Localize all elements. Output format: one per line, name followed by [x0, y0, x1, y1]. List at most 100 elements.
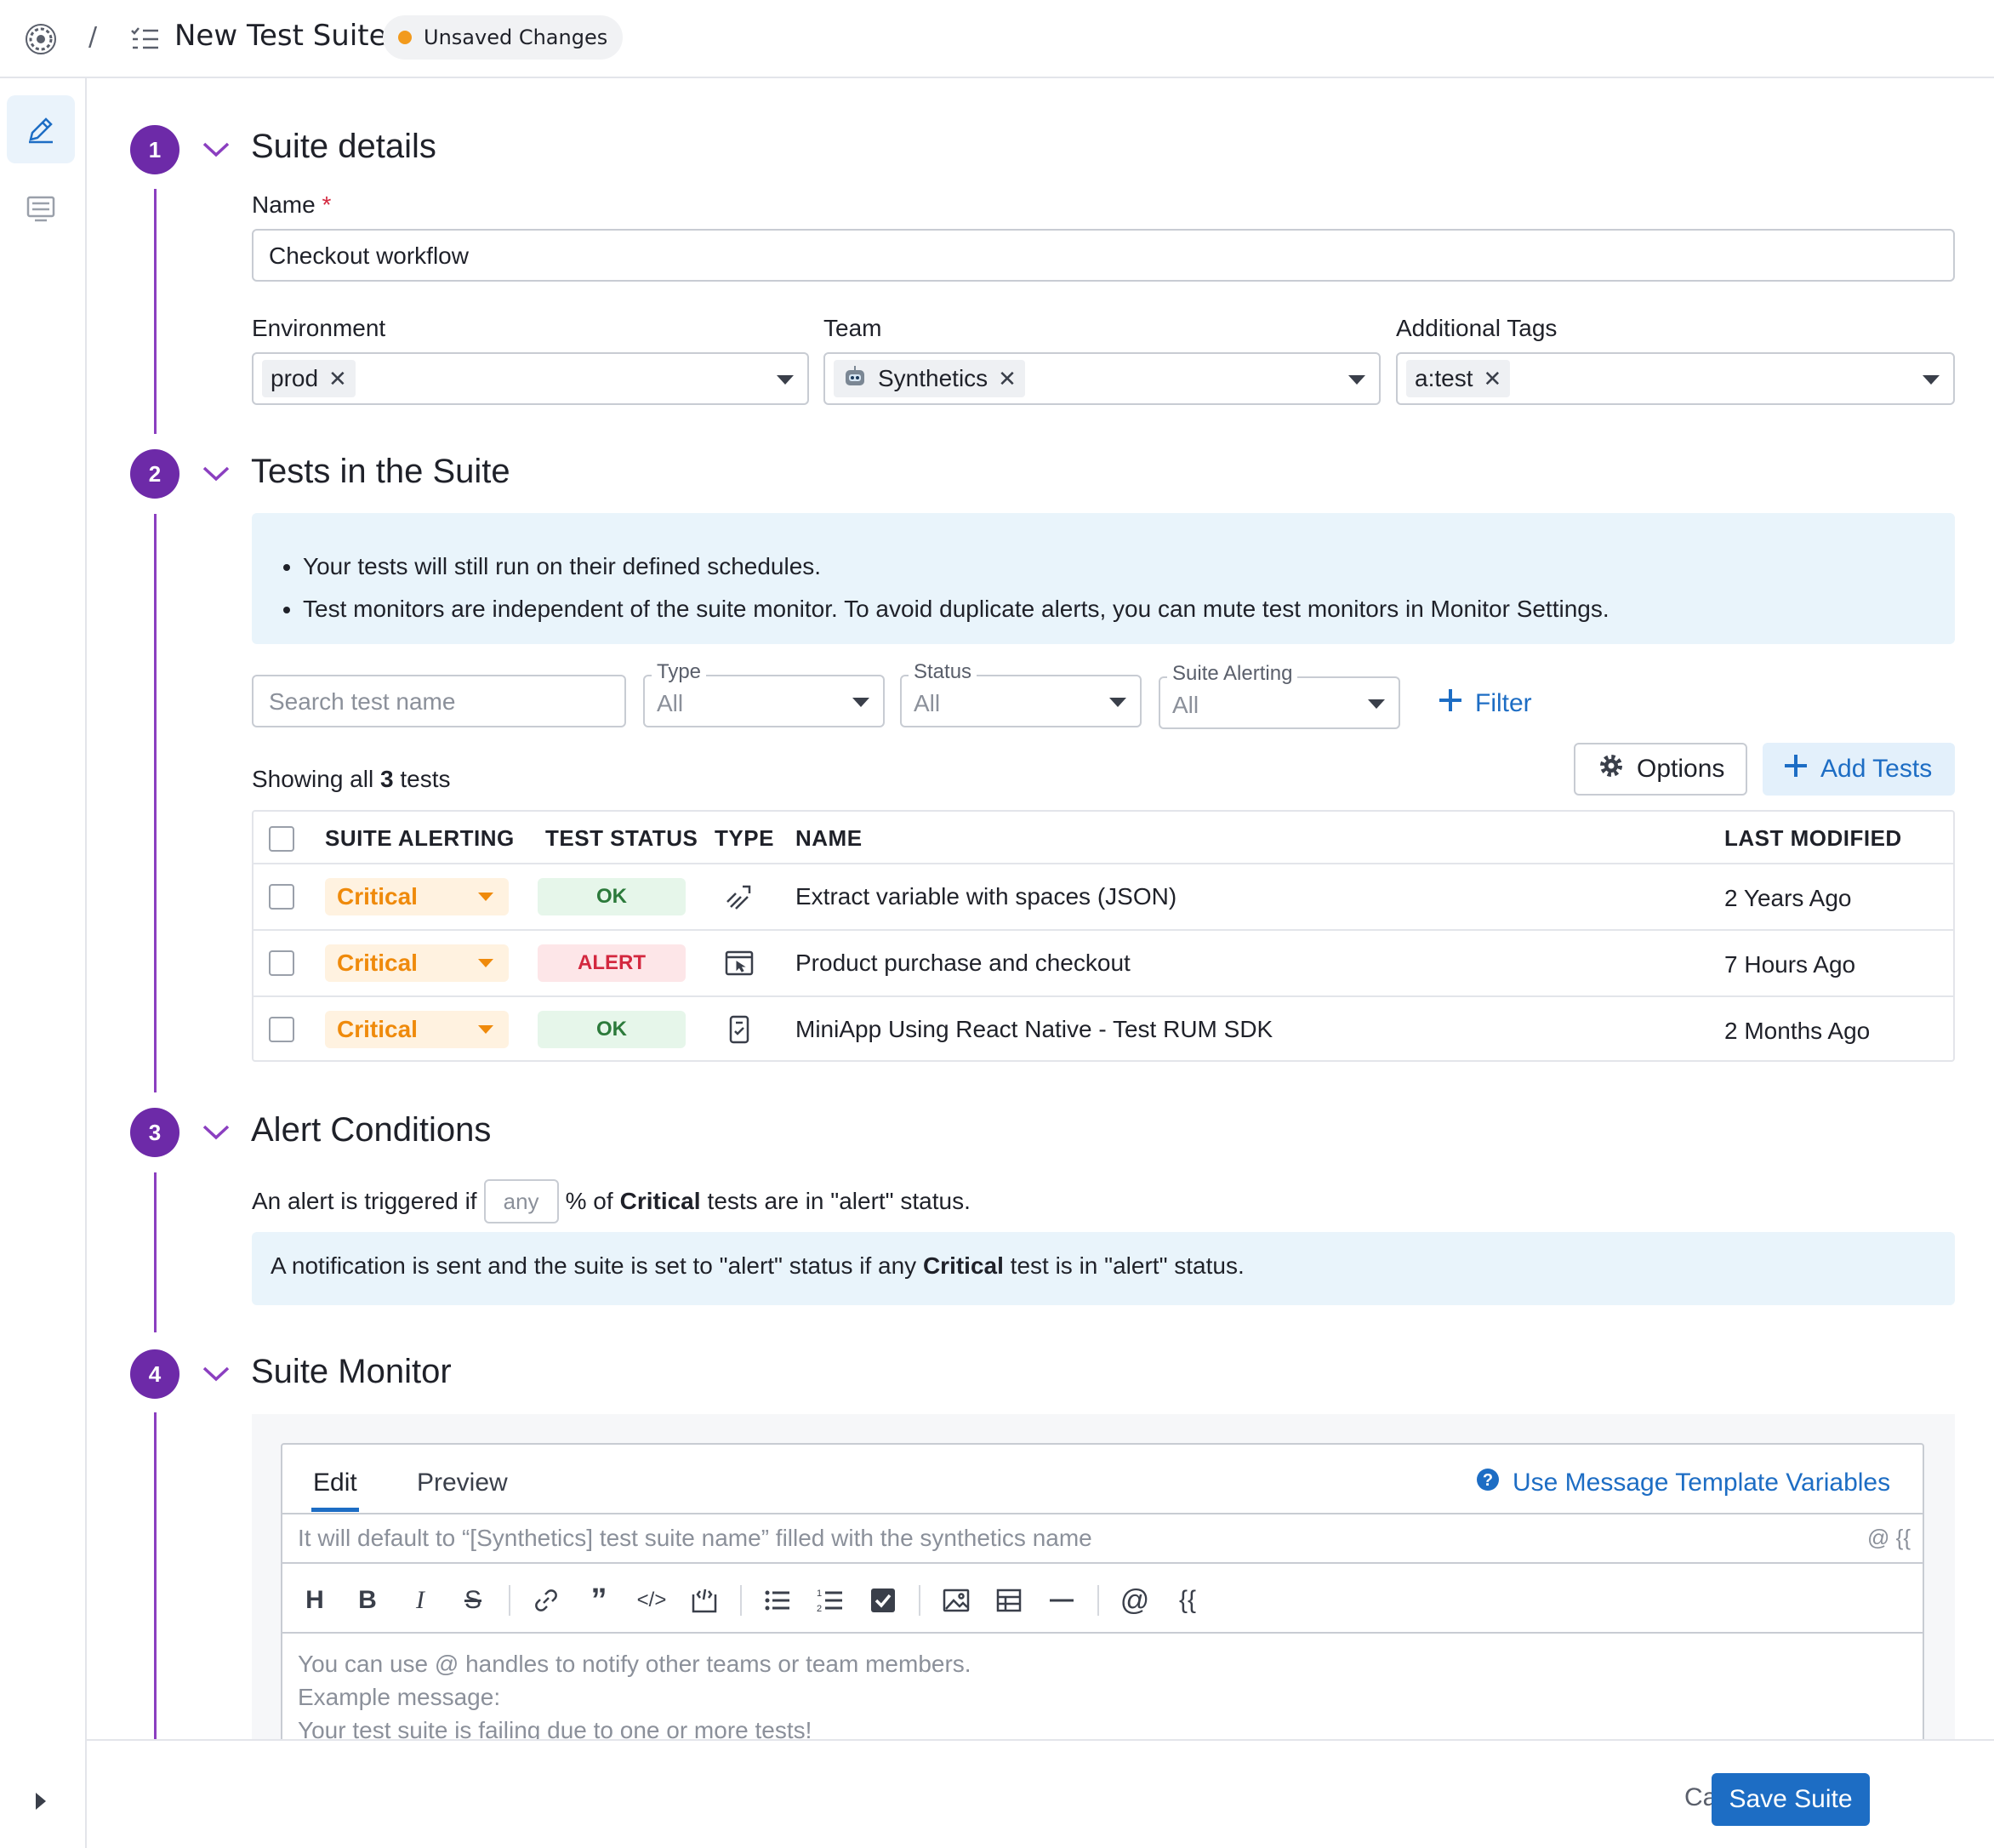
image-icon[interactable]	[939, 1583, 973, 1617]
bold-icon[interactable]: B	[358, 1586, 377, 1614]
alert-threshold-input[interactable]: any	[483, 1179, 559, 1223]
subject-input[interactable]: It will default to “[Synthetics] test su…	[282, 1514, 1923, 1562]
list-view-button[interactable]	[7, 175, 75, 243]
condition-suffix: tests are in "alert" status.	[707, 1188, 971, 1214]
last-modified: 2 Months Ago	[1724, 1018, 1871, 1044]
table-row[interactable]: Critical OK Extract variable with spaces…	[254, 864, 1953, 929]
additional-tags-select[interactable]: a:test ✕	[1396, 352, 1955, 405]
name-input[interactable]: Checkout workflow	[252, 229, 1955, 282]
last-modified: 2 Years Ago	[1724, 885, 1852, 911]
caret-down-icon	[1923, 375, 1940, 385]
remove-tag-icon[interactable]: ✕	[328, 365, 347, 391]
left-rail	[0, 78, 87, 1848]
plus-icon	[1438, 687, 1463, 720]
condition-prefix: An alert is triggered if	[252, 1188, 477, 1214]
environment-tag-label: prod	[271, 365, 319, 391]
options-button[interactable]: Options	[1574, 743, 1747, 796]
environment-select[interactable]: prod ✕	[252, 352, 809, 405]
save-suite-button[interactable]: Save Suite	[1712, 1773, 1870, 1826]
heading-icon[interactable]: H	[305, 1586, 324, 1614]
remove-tag-icon[interactable]: ✕	[998, 365, 1017, 391]
table-icon[interactable]	[992, 1583, 1026, 1617]
search-test-input[interactable]: Search test name	[252, 675, 626, 727]
chevron-down-icon[interactable]	[201, 1117, 231, 1148]
suite-alerting-filter-value: All	[1172, 692, 1199, 718]
italic-icon[interactable]: I	[416, 1586, 424, 1614]
browser-test-icon	[724, 948, 755, 984]
quote-icon[interactable]: ”	[590, 1582, 607, 1618]
row-divider	[254, 929, 1953, 931]
note-suffix: test is in "alert" status.	[1010, 1252, 1245, 1279]
test-name[interactable]: Extract variable with spaces (JSON)	[795, 883, 1177, 910]
message-template-variables-link[interactable]: ? Use Message Template Variables	[1475, 1467, 1890, 1499]
unsaved-changes-badge: Unsaved Changes	[383, 15, 624, 60]
suite-alerting-dropdown[interactable]: Critical	[325, 1011, 509, 1048]
alerting-value: Critical	[337, 883, 418, 910]
test-name[interactable]: MiniApp Using React Native - Test RUM SD…	[795, 1016, 1273, 1042]
note-bold: Critical	[922, 1252, 1004, 1279]
caret-down-icon	[478, 893, 493, 901]
message-body-placeholder: You can use @ handles to notify other te…	[298, 1647, 971, 1747]
column-header[interactable]: NAME	[795, 825, 863, 851]
tab-edit[interactable]: Edit	[313, 1469, 357, 1497]
table-row[interactable]: Critical ALERT Product purchase and chec…	[254, 931, 1953, 995]
row-checkbox[interactable]	[269, 950, 294, 976]
condition-bold: Critical	[619, 1188, 701, 1214]
step-connector	[154, 189, 157, 434]
chevron-down-icon[interactable]	[201, 1359, 231, 1389]
template-variable-icon[interactable]: {{	[1178, 1586, 1197, 1614]
add-filter-button[interactable]: Filter	[1438, 687, 1532, 720]
horizontal-rule-icon[interactable]	[1045, 1583, 1079, 1617]
divider	[282, 1513, 1923, 1514]
svg-text:1: 1	[817, 1588, 822, 1599]
last-modified: 7 Hours Ago	[1724, 951, 1856, 978]
code-block-icon[interactable]	[687, 1583, 721, 1617]
code-icon[interactable]: </>	[636, 1588, 667, 1611]
tab-preview[interactable]: Preview	[417, 1469, 508, 1497]
environment-tag: prod ✕	[262, 360, 356, 397]
additional-tags-label: Additional Tags	[1396, 315, 1558, 341]
suite-alerting-dropdown[interactable]: Critical	[325, 944, 509, 982]
showing-suffix: tests	[400, 766, 451, 792]
row-checkbox[interactable]	[269, 884, 294, 910]
alerting-value: Critical	[337, 1016, 418, 1042]
row-divider	[254, 995, 1953, 997]
caret-down-icon	[852, 698, 869, 707]
options-label: Options	[1637, 755, 1725, 783]
remove-tag-icon[interactable]: ✕	[1483, 365, 1502, 391]
step-number-3: 3	[130, 1108, 179, 1157]
strikethrough-icon[interactable]: S	[464, 1586, 481, 1614]
team-select[interactable]: Synthetics ✕	[823, 352, 1381, 405]
subject-placeholder: It will default to “[Synthetics] test su…	[298, 1525, 1092, 1551]
name-input-value: Checkout workflow	[269, 242, 469, 269]
api-multistep-icon	[724, 881, 755, 918]
step-number-4: 4	[130, 1349, 179, 1399]
app-logo-icon[interactable]	[24, 22, 58, 56]
column-header[interactable]: TYPE	[715, 825, 774, 851]
column-header[interactable]: LAST MODIFIED	[1724, 825, 1902, 851]
status-badge: ALERT	[538, 944, 686, 982]
test-name[interactable]: Product purchase and checkout	[795, 950, 1131, 976]
column-header[interactable]: TEST STATUS	[545, 825, 698, 851]
message-editor: Edit Preview ? Use Message Template Vari…	[281, 1443, 1924, 1749]
chevron-down-icon[interactable]	[201, 134, 231, 165]
column-header[interactable]: SUITE ALERTING	[325, 825, 515, 851]
search-placeholder: Search test name	[269, 688, 456, 715]
checkbox-icon[interactable]	[866, 1583, 900, 1617]
edit-mode-button[interactable]	[7, 95, 75, 163]
condition-middle: % of	[565, 1188, 613, 1214]
select-all-checkbox[interactable]	[269, 826, 294, 852]
step-connector	[154, 1412, 157, 1739]
suite-alerting-dropdown[interactable]: Critical	[325, 878, 509, 915]
row-checkbox[interactable]	[269, 1017, 294, 1042]
chevron-down-icon[interactable]	[201, 459, 231, 489]
table-row[interactable]: Critical OK MiniApp Using React Native -…	[254, 997, 1953, 1062]
link-icon[interactable]	[529, 1583, 563, 1617]
add-tests-button[interactable]: Add Tests	[1763, 743, 1955, 796]
message-body-input[interactable]: You can use @ handles to notify other te…	[282, 1634, 1923, 1749]
bullet-list-icon[interactable]	[761, 1583, 795, 1617]
mention-icon[interactable]: @	[1119, 1583, 1150, 1617]
expand-rail-icon[interactable]	[31, 1788, 51, 1814]
